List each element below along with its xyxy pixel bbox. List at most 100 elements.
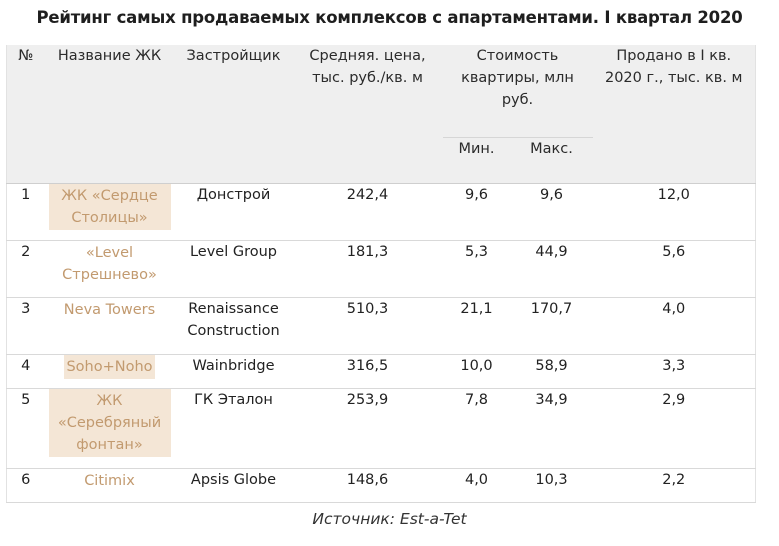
cell-min-text: 5,3: [464, 243, 489, 260]
header-cost-text: Стоимость квартиры, млн руб.: [461, 48, 574, 108]
cell-name: Neva Towers: [45, 297, 175, 354]
header-sold: Продано в I кв. 2020 г., тыс. кв. м: [592, 45, 756, 183]
header-cost: Стоимость квартиры, млн руб.: [442, 45, 593, 138]
cell-min: 21,1: [443, 297, 511, 354]
cell-num-text: 2: [21, 243, 31, 260]
cell-num: 5: [7, 388, 45, 468]
cell-max-text: 58,9: [535, 357, 568, 374]
cell-developer-text: Renaissance Construction: [187, 300, 280, 339]
cell-sold-text: 2,2: [662, 471, 686, 488]
cell-developer: Level Group: [175, 240, 293, 297]
cell-sold: 4,0: [593, 297, 756, 354]
header-min: Мин.: [442, 137, 511, 183]
header-avg-price-text: Средняя. цена, тыс. руб./кв. м: [309, 48, 426, 86]
cell-sold-text: 4,0: [662, 300, 686, 317]
cell-num: 2: [7, 240, 45, 297]
cell-max-text: 34,9: [535, 391, 568, 408]
cell-sold-text: 12,0: [657, 186, 690, 203]
rating-table: № Название ЖК Застройщик Средняя. цена, …: [6, 45, 756, 503]
cell-num-text: 5: [21, 391, 31, 408]
cell-num-text: 3: [21, 300, 31, 317]
cell-max: 9,6: [511, 183, 593, 240]
cell-max-text: 10,3: [535, 471, 568, 488]
header-name: Название ЖК: [44, 45, 175, 183]
cell-avg-price: 316,5: [293, 354, 443, 388]
cell-max-text: 9,6: [539, 186, 564, 203]
cell-max: 34,9: [511, 388, 593, 468]
cell-num-text: 1: [21, 186, 31, 203]
cell-min: 10,0: [443, 354, 511, 388]
cell-avg-price: 148,6: [293, 468, 443, 502]
cell-num: 6: [7, 468, 45, 502]
header-developer: Застройщик: [174, 45, 293, 183]
cell-min: 5,3: [443, 240, 511, 297]
cell-avg-price-text: 316,5: [346, 357, 389, 374]
header-avg-price: Средняя. цена, тыс. руб./кв. м: [292, 45, 443, 183]
cell-min-text: 9,6: [464, 186, 489, 203]
cell-avg-price: 253,9: [293, 388, 443, 468]
cell-max: 44,9: [511, 240, 593, 297]
cell-num-text: 4: [21, 357, 31, 374]
cell-sold: 12,0: [593, 183, 756, 240]
table-row: 4 Soho+Noho Wainbridge 316,5 10,0 58,9 3,3: [6, 354, 756, 388]
table-row: 2 «Level Стрешнево» Level Group 181,3 5,3 44,…: [6, 240, 756, 297]
cell-sold: 2,2: [593, 468, 756, 502]
cell-min-text: 21,1: [460, 300, 493, 317]
cell-name: «Level Стрешнево»: [45, 240, 175, 297]
header-num: №: [6, 45, 45, 183]
cell-num: 1: [7, 183, 45, 240]
cell-name: ЖК «Серебряный фонтан»: [45, 388, 175, 468]
cell-sold-text: 3,3: [662, 357, 686, 374]
table-header: № Название ЖК Застройщик Средняя. цена, …: [6, 45, 756, 183]
table-body: 1 ЖК «Сердце Столицы» Донстрой 242,4 9,6 9,6 1…: [6, 183, 756, 502]
cell-max: 170,7: [511, 297, 593, 354]
table-row: 1 ЖК «Сердце Столицы» Донстрой 242,4 9,6 9,6 1…: [6, 183, 756, 240]
cell-num: 3: [7, 297, 45, 354]
cell-min-text: 4,0: [464, 471, 489, 488]
cell-min-text: 7,8: [464, 391, 489, 408]
cell-sold: 2,9: [593, 388, 756, 468]
table-row: 6 Citimix Apsis Globe 148,6 4,0 10,3 2,2: [6, 468, 756, 502]
cell-developer-text: Apsis Globe: [190, 471, 277, 488]
cell-min: 9,6: [443, 183, 511, 240]
table-row: 3 Neva Towers Renaissance Construction 510,…: [6, 297, 756, 354]
complex-link[interactable]: ЖК «Сердце Столицы»: [48, 183, 171, 230]
cell-sold-text: 2,9: [662, 391, 686, 408]
table-title: Рейтинг самых продаваемых комплексов с а…: [36, 8, 743, 27]
cell-name: Citimix: [45, 468, 175, 502]
complex-link[interactable]: Neva Towers: [63, 301, 156, 318]
cell-avg-price-text: 510,3: [346, 300, 389, 317]
cell-avg-price-text: 181,3: [346, 243, 389, 260]
cell-sold: 3,3: [593, 354, 756, 388]
cell-min: 7,8: [443, 388, 511, 468]
cell-name: ЖК «Сердце Столицы»: [45, 183, 175, 240]
cell-max-text: 44,9: [535, 243, 568, 260]
cell-avg-price: 242,4: [293, 183, 443, 240]
cell-developer: ГК Эталон: [175, 388, 293, 468]
cell-developer: Wainbridge: [175, 354, 293, 388]
cell-developer: Донстрой: [175, 183, 293, 240]
header-max: Макс.: [510, 137, 593, 183]
source-note: Источник: Est-a-Tet: [312, 510, 467, 528]
cell-developer-text: Level Group: [189, 243, 278, 260]
cell-max-text: 170,7: [530, 300, 573, 317]
cell-min: 4,0: [443, 468, 511, 502]
cell-developer-text: Донстрой: [196, 186, 271, 203]
cell-avg-price: 510,3: [293, 297, 443, 354]
header-sold-text: Продано в I кв. 2020 г., тыс. кв. м: [604, 48, 743, 86]
cell-sold: 5,6: [593, 240, 756, 297]
table-row: 5 ЖК «Серебряный фонтан» ГК Эталон 253,9 7,8…: [6, 388, 756, 468]
cell-max: 10,3: [511, 468, 593, 502]
cell-developer-text: ГК Эталон: [194, 391, 273, 408]
cell-avg-price: 181,3: [293, 240, 443, 297]
complex-link[interactable]: Citimix: [84, 472, 135, 489]
cell-max: 58,9: [511, 354, 593, 388]
complex-link[interactable]: «Level Стрешнево»: [62, 244, 157, 283]
cell-developer: Apsis Globe: [175, 468, 293, 502]
cell-name: Soho+Noho: [45, 354, 175, 388]
cell-num: 4: [7, 354, 45, 388]
complex-link[interactable]: Soho+Noho: [64, 354, 155, 379]
complex-link[interactable]: ЖК «Серебряный фонтан»: [48, 388, 171, 457]
cell-min-text: 10,0: [460, 357, 493, 374]
